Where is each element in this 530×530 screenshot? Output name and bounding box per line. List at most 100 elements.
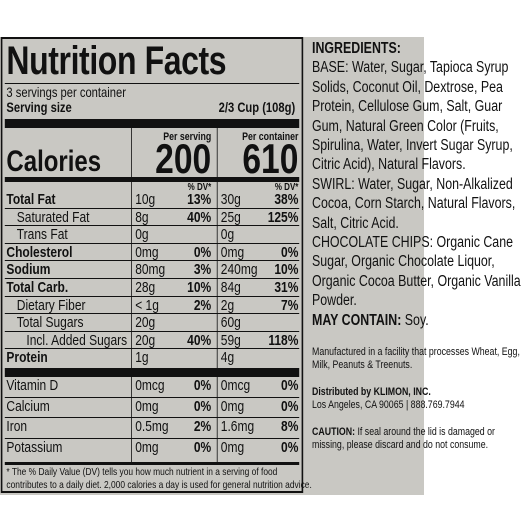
distributor: Distributed by KLIMON, INC. — [312, 386, 431, 399]
row-divider — [4, 396, 300, 398]
amount-per-container: 60g — [220, 314, 241, 332]
amount-per-container: 84g — [220, 279, 241, 296]
serving-size-label: Serving size — [6, 99, 72, 115]
nutrient-name: Sodium — [6, 261, 51, 279]
dv-header: % DV* — [187, 182, 212, 193]
amount-per-serving: 1g — [135, 349, 149, 367]
dv-per-container: 38% — [274, 191, 299, 208]
caution-text: If seal around the lid is damaged or mis… — [312, 426, 495, 452]
distributor-address: Los Angeles, CA 90065 | 888.769.7944 — [312, 399, 465, 412]
dv-per-serving: 2% — [193, 296, 212, 314]
amount-per-serving: 28g — [135, 279, 156, 296]
dv-per-container: 7% — [281, 296, 299, 314]
row-divider — [4, 260, 300, 262]
dv-per-container: 0% — [281, 243, 299, 261]
amount-per-container: 240mg — [220, 261, 258, 279]
caution-label: CAUTION: — [312, 426, 356, 439]
amount-per-container: 4g — [220, 349, 235, 367]
column-divider — [216, 128, 218, 462]
footnote-line-2: contributes to a daily diet. 2,000 calor… — [6, 479, 312, 491]
per-container-header: Per container — [242, 131, 299, 143]
amount-per-serving: 20g — [135, 314, 156, 332]
amount-per-container: 30g — [220, 191, 241, 208]
dv-per-serving: 0% — [193, 377, 212, 394]
dv-header: % DV* — [274, 182, 299, 193]
dv-per-container: 10% — [274, 261, 299, 279]
servings-per-container: 3 servings per container — [6, 84, 126, 100]
amount-per-container: 0g — [220, 226, 235, 244]
thick-divider — [4, 177, 300, 182]
serving-size-value: 2/3 Cup (108g) — [218, 99, 296, 115]
amount-per-container: 25g — [220, 208, 241, 226]
amount-per-serving: 0mg — [135, 243, 159, 261]
amount-per-container: 59g — [220, 331, 241, 349]
nutrient-name: Trans Fat — [16, 226, 68, 244]
dv-per-serving: 2% — [193, 418, 212, 435]
nutrient-name: Calcium — [6, 397, 50, 415]
thick-divider — [4, 462, 300, 465]
nutrient-name: Total Fat — [6, 191, 56, 208]
row-divider — [4, 278, 300, 279]
dv-per-container: 31% — [274, 279, 299, 296]
amount-per-container: 2g — [220, 296, 235, 314]
amount-per-serving: 0.5mg — [135, 418, 169, 435]
amount-per-serving: 20g — [135, 331, 156, 349]
calories-per-container: 610 — [242, 135, 299, 182]
calories-per-serving: 200 — [155, 135, 212, 182]
row-divider — [4, 330, 300, 332]
amount-per-serving: 80mg — [135, 261, 166, 279]
amount-per-container: 0mg — [220, 397, 245, 415]
caution-statement: CAUTION: If seal around the lid is damag… — [312, 426, 526, 452]
dv-per-serving: 0% — [193, 397, 212, 415]
product-label: Nutrition Facts 3 servings per container… — [0, 37, 521, 495]
row-divider — [4, 225, 300, 227]
dv-per-container: 125% — [267, 208, 299, 226]
may-contain: MAY CONTAIN: Soy. — [312, 311, 526, 330]
ingredients-base: BASE: Water, Sugar, Tapioca Syrup Solids… — [312, 59, 513, 174]
amount-per-container: 0mg — [220, 438, 245, 456]
nutrient-name: Protein — [6, 349, 48, 367]
per-serving-header: Per serving — [163, 131, 212, 143]
row-divider — [4, 295, 300, 297]
amount-per-serving: 8g — [135, 208, 149, 226]
dv-per-serving: 40% — [187, 331, 212, 349]
amount-per-serving: < 1g — [135, 296, 159, 314]
dv-per-serving: 0% — [193, 243, 212, 261]
facility-statement: Manufactured in a facility that processe… — [312, 346, 520, 372]
row-divider — [4, 437, 300, 439]
amount-per-container: 1.6mg — [220, 418, 255, 435]
dv-per-container: 0% — [281, 438, 299, 456]
may-contain-value: Soy. — [404, 311, 429, 329]
nutrient-name: Incl. Added Sugars — [26, 331, 128, 349]
amount-per-serving: 0mg — [135, 438, 159, 456]
thick-divider — [4, 368, 300, 377]
dv-per-serving: 40% — [187, 208, 212, 226]
ingredients-chocolate-chips: CHOCOLATE CHIPS: Organic Cane Sugar, Org… — [312, 234, 521, 310]
ingredients-panel: INGREDIENTS: BASE: Water, Sugar, Tapioca… — [312, 39, 526, 452]
row-divider — [4, 242, 300, 244]
nutrition-facts-title: Nutrition Facts — [6, 39, 227, 83]
amount-per-serving: 10g — [135, 191, 156, 208]
dv-per-serving: 10% — [187, 279, 212, 296]
dv-per-serving: 13% — [187, 191, 212, 208]
nutrient-name: Total Sugars — [16, 314, 84, 332]
nutrient-name: Vitamin D — [6, 377, 59, 394]
column-divider — [131, 128, 132, 462]
amount-per-container: 0mg — [220, 243, 245, 261]
may-contain-label: MAY CONTAIN: — [312, 311, 402, 329]
dv-per-container: 0% — [281, 397, 299, 415]
amount-per-serving: 0mcg — [135, 377, 165, 394]
dv-per-container: 8% — [281, 418, 299, 435]
row-divider — [4, 313, 300, 315]
ingredients-heading: INGREDIENTS: — [312, 40, 401, 57]
nutrition-facts-panel: Nutrition Facts 3 servings per container… — [0, 37, 312, 493]
footnote-line-1: * The % Daily Value (DV) tells you how m… — [6, 466, 278, 478]
dv-per-container: 0% — [281, 377, 299, 394]
ingredients-swirl: SWIRL: Water, Sugar, Non-Alkalized Cocoa… — [312, 175, 516, 232]
dv-per-container: 118% — [268, 331, 299, 349]
nutrient-name: Saturated Fat — [16, 208, 90, 226]
row-divider — [4, 348, 300, 350]
nutrient-name: Dietary Fiber — [16, 296, 86, 314]
nutrient-name: Iron — [6, 418, 28, 435]
calories-label: Calories — [6, 145, 102, 178]
